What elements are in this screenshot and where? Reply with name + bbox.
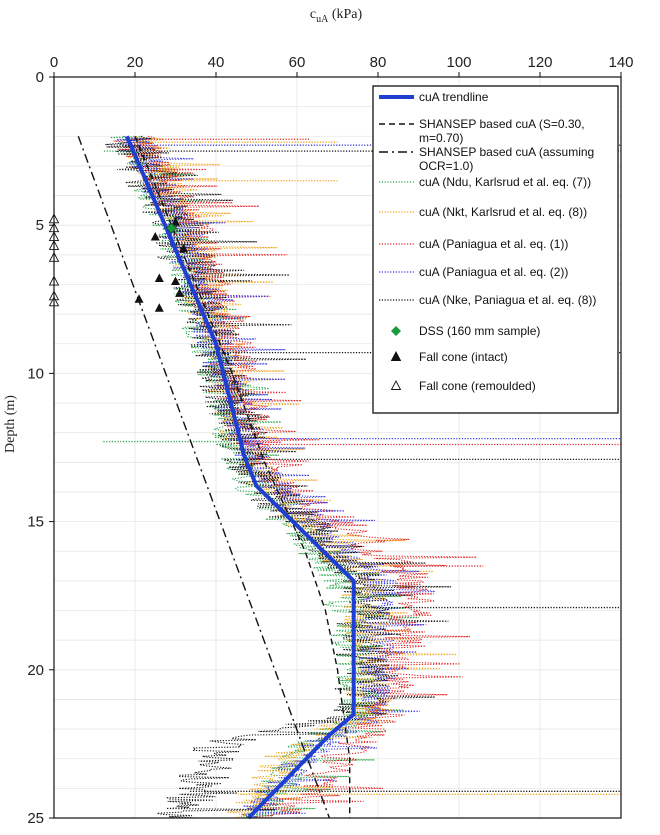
legend-box bbox=[372, 85, 619, 414]
fallcone-intact-point bbox=[175, 288, 185, 297]
fallcone-intact-point bbox=[179, 243, 189, 253]
fallcone-intact-point bbox=[150, 232, 160, 241]
dss-point bbox=[165, 222, 178, 234]
legend-label: Fall cone (intact) bbox=[419, 350, 508, 364]
x-tick-label: 20 bbox=[127, 54, 144, 71]
axis-ticks: 0 20 40 60 80 100 120 140 0 5 10 15 20 25 bbox=[27, 54, 633, 827]
legend-label: cuA (Nke, Paniagua et al. eq. (8)) bbox=[419, 293, 596, 307]
x-axis-label: cuA (kPa) bbox=[310, 7, 363, 25]
y-tick-label: 10 bbox=[27, 365, 44, 382]
legend-label: SHANSEP based cuA (S=0.30, m=0.70) bbox=[419, 117, 585, 145]
legend: cuA trendline SHANSEP based cuA (S=0.30, m… bbox=[372, 85, 619, 414]
x-tick-label: 100 bbox=[446, 54, 471, 71]
legend-label: DSS (160 mm sample) bbox=[419, 324, 540, 338]
y-axis-label: Depth (m) bbox=[3, 395, 18, 453]
series-shansep_ocr1 bbox=[77, 136, 331, 819]
fallcone-intact-point bbox=[154, 273, 164, 283]
legend-swatch-fallcone_intact bbox=[390, 351, 402, 361]
x-tick-label: 120 bbox=[527, 54, 552, 71]
legend-label: cuA (Ndu, Karlsrud et al. eq. (7)) bbox=[419, 175, 591, 189]
x-tick-label: 0 bbox=[50, 54, 58, 71]
legend-label: Fall cone (remoulded) bbox=[419, 379, 536, 393]
x-tick-label: 140 bbox=[608, 54, 633, 71]
series-shansep bbox=[134, 136, 351, 818]
legend-label: cuA (Paniagua et al. eq. (1)) bbox=[419, 237, 568, 251]
series-nke bbox=[105, 135, 452, 819]
fallcone-intact-point bbox=[134, 294, 144, 303]
series-group bbox=[48, 135, 621, 820]
y-tick-label: 0 bbox=[36, 69, 44, 86]
y-tick-label: 15 bbox=[27, 514, 44, 531]
grid bbox=[53, 76, 622, 819]
legend-label: cuA (Paniagua et al. eq. (2)) bbox=[419, 265, 568, 279]
fallcone-intact-point bbox=[171, 276, 180, 286]
y-tick-label: 25 bbox=[27, 810, 44, 827]
legend-label: SHANSEP based cuA (assuming OCR=1.0) bbox=[419, 145, 594, 173]
x-tick-label: 80 bbox=[370, 54, 387, 71]
y-tick-label: 5 bbox=[36, 217, 44, 234]
y-tick-label: 20 bbox=[27, 662, 44, 679]
plot-frame bbox=[53, 76, 622, 819]
series-trendline bbox=[125, 135, 356, 820]
legend-swatch-dss bbox=[391, 326, 401, 336]
x-tick-label: 60 bbox=[289, 54, 306, 71]
fallcone-intact-point bbox=[154, 303, 164, 312]
fallcone-intact-point bbox=[171, 217, 180, 226]
legend-label: cuA (Nkt, Karlsrud et al. eq. (8)) bbox=[419, 205, 587, 219]
x-tick-label: 40 bbox=[208, 54, 225, 71]
series-paniagua2 bbox=[116, 135, 436, 819]
legend-swatch-fallcone_remoulded bbox=[390, 380, 402, 390]
legend-label: cuA trendline bbox=[419, 90, 489, 104]
